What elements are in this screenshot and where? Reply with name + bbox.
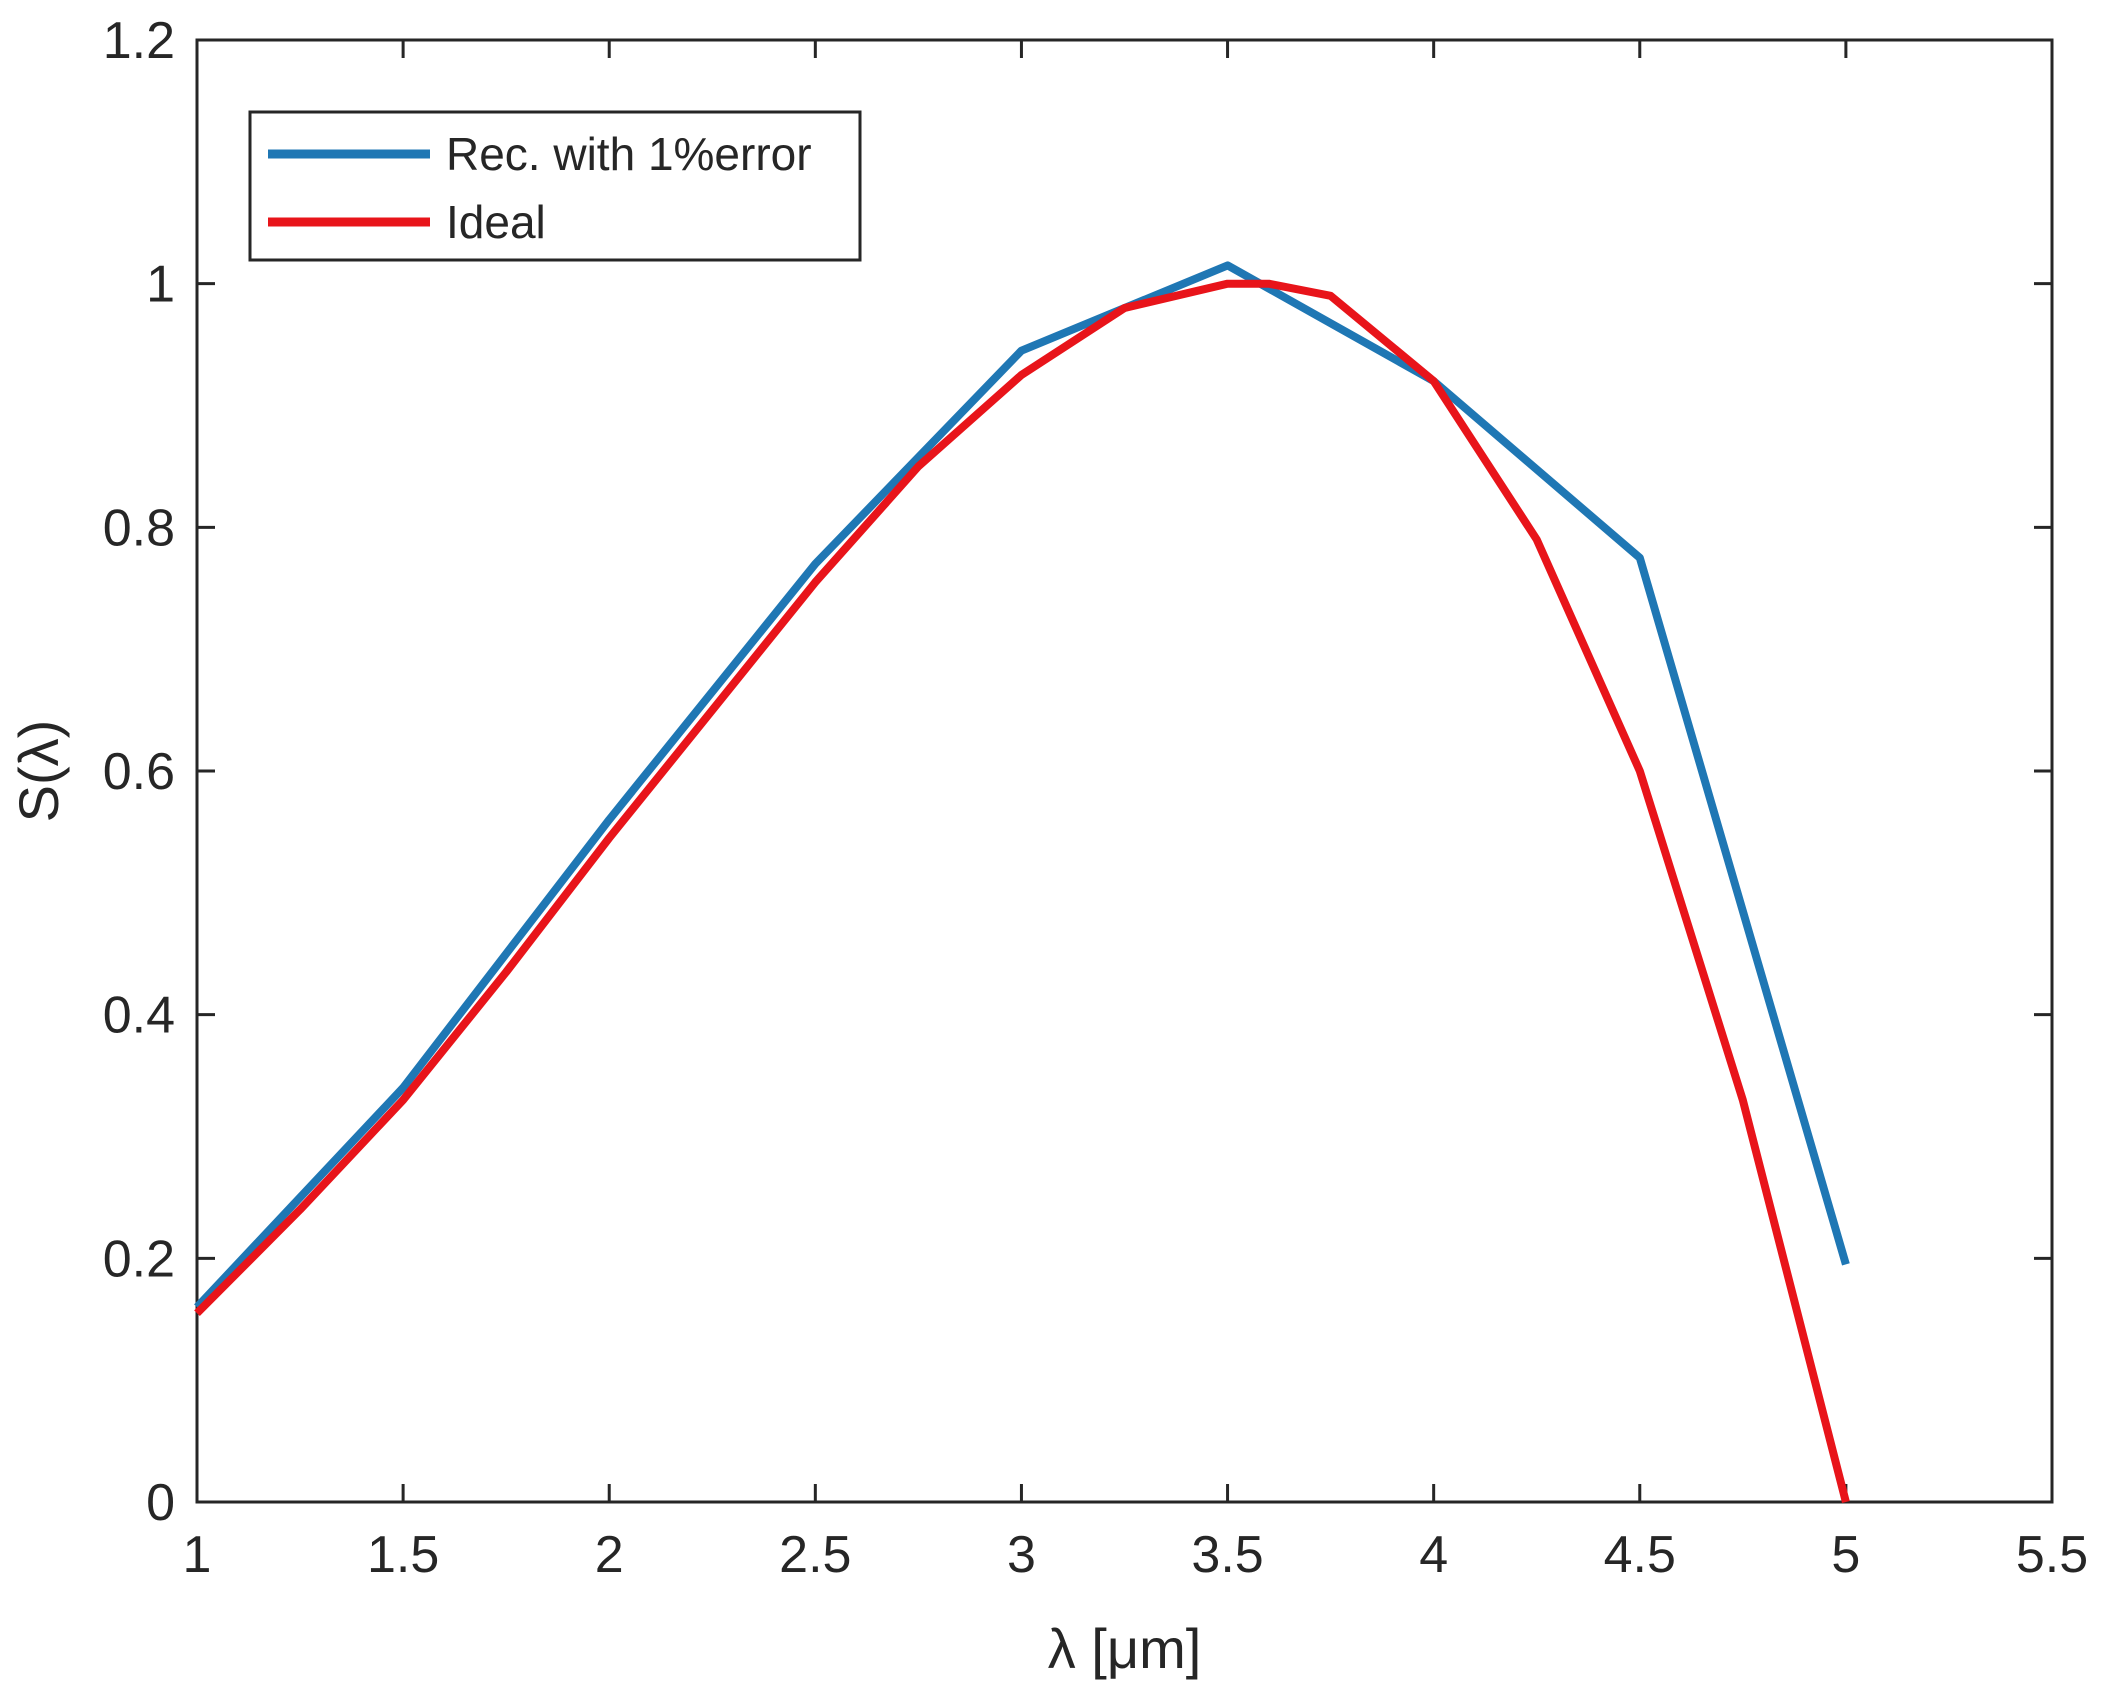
x-tick-label: 1 xyxy=(183,1526,212,1584)
x-tick-label: 3 xyxy=(1007,1526,1036,1584)
y-tick-label: 0.4 xyxy=(103,987,175,1045)
x-tick-label: 4.5 xyxy=(1604,1526,1676,1584)
x-tick-label: 3.5 xyxy=(1191,1526,1263,1584)
y-tick-label: 0.2 xyxy=(103,1230,175,1288)
x-tick-label: 2 xyxy=(595,1526,624,1584)
legend-label: Ideal xyxy=(446,196,546,248)
y-axis-label: S(λ) xyxy=(7,720,70,823)
y-tick-label: 0.6 xyxy=(103,743,175,801)
y-tick-label: 0 xyxy=(146,1474,175,1532)
legend: Rec. with 1%error Ideal xyxy=(248,110,862,262)
x-tick-label: 5 xyxy=(1831,1526,1860,1584)
x-tick-label: 4 xyxy=(1419,1526,1448,1584)
y-tick-label: 1 xyxy=(146,256,175,314)
series-line-ideal xyxy=(194,279,1850,1503)
legend-label: Rec. with 1%error xyxy=(446,128,812,180)
x-tick-label: 1.5 xyxy=(367,1526,439,1584)
x-axis-label: λ [μm] xyxy=(1048,1617,1202,1680)
axes-layer: 1 1.5 2 2.5 3 3.5 4 4.5 5 5.5 0 0.2 0.4 0.6 0.8 1 1.2 xyxy=(103,12,2088,1584)
x-tick-label: 2.5 xyxy=(779,1526,851,1584)
series-layer xyxy=(194,261,1850,1503)
series-line-reconstructed xyxy=(194,261,1850,1310)
plot-frame xyxy=(195,38,2054,1504)
legend-box xyxy=(248,110,862,262)
y-tick-label: 1.2 xyxy=(103,12,175,70)
labels-layer: λ [μm] S(λ) xyxy=(7,720,1201,1680)
y-tick-label: 0.8 xyxy=(103,499,175,557)
x-tick-label: 5.5 xyxy=(2016,1526,2088,1584)
